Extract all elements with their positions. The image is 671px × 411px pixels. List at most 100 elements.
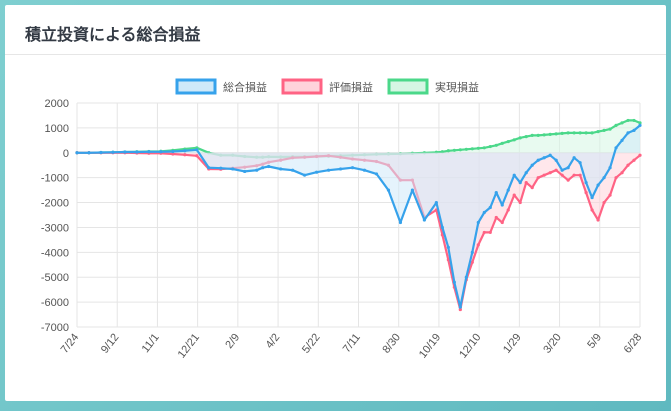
evaluation-profit-point [578,173,582,177]
x-tick-label: 2/9 [223,331,242,350]
total-profit-point [243,169,247,174]
total-profit-point [614,146,618,150]
total-profit-point [314,170,319,174]
realized-profit-point [476,146,480,150]
realized-profit-point [554,132,558,136]
card-title: 積立投資による総合損益 [25,25,201,44]
total-profit-point [488,205,492,210]
realized-profit-point [530,133,534,137]
total-profit-point [159,150,163,154]
total-profit-point [422,218,426,222]
evaluation-profit-point [572,173,576,177]
realized-profit-point [536,133,540,137]
total-profit-point [338,167,343,171]
total-profit-point [75,151,79,155]
y-tick-label: 2000 [45,98,69,110]
total-profit-point [638,123,642,127]
total-profit-point [255,168,259,172]
total-profit-point [362,168,367,172]
total-profit-legend-swatch [175,78,217,95]
evaluation-profit-point [584,191,588,195]
total-profit-point [542,156,546,160]
x-tick-label: 5/22 [300,331,323,355]
realized-profit-point [548,132,552,136]
total-profit-legend-label: 総合損益 [223,80,267,94]
total-profit-point [476,220,480,225]
total-profit-point [506,188,510,192]
total-profit-point [267,164,271,169]
evaluation-profit-point [482,230,486,235]
total-profit-point [410,188,415,192]
evaluation-profit-point [530,186,534,190]
evaluation-profit-point [602,200,606,205]
evaluation-profit-point [446,258,450,262]
evaluation-profit-point [494,215,498,220]
evaluation-profit-legend-label: 評価損益 [329,80,373,94]
realized-profit-point [506,139,510,144]
y-tick-label: -7000 [41,322,69,334]
total-profit-point [398,220,403,225]
y-tick-label: -3000 [41,222,69,234]
realized-profit-point [482,146,486,150]
legend: 総合損益 評価損益 実現損益 [175,78,479,95]
x-tick-label: 10/19 [417,331,443,360]
total-profit-point [512,173,516,177]
total-profit-point [279,167,283,171]
evaluation-profit-point [171,152,175,156]
realized-profit-point [524,135,528,139]
total-profit-point [111,150,115,154]
evaluation-profit-point [626,163,630,167]
evaluation-profit-point [542,173,546,177]
total-profit-point [231,167,235,171]
evaluation-profit-point [440,233,444,237]
total-profit-point [326,168,331,172]
realized-profit-legend-swatch [387,78,429,95]
total-profit-point [584,181,588,185]
evaluation-profit-point [458,307,462,312]
x-tick-label: 3/20 [541,331,564,355]
realized-profit-point [512,138,516,142]
y-tick-label: -1000 [41,173,69,185]
y-tick-label: -4000 [41,247,69,259]
realized-profit-point [440,150,444,154]
realized-profit-point [632,118,636,123]
x-tick-label: 6/28 [622,331,645,355]
evaluation-profit-point [614,176,618,180]
total-profit-point [350,166,355,170]
realized-profit-point [452,148,456,152]
total-profit-point [171,149,175,154]
realized-profit-point [494,143,498,147]
realized-profit-area [77,120,640,158]
total-profit-point [632,128,636,132]
y-tick-label: 0 [63,148,69,160]
total-profit-point [572,156,576,160]
total-profit-point [135,150,139,154]
total-profit-point [440,225,444,230]
realized-profit-point [560,131,564,135]
total-profit-area [77,125,640,308]
total-profit-point [566,166,570,170]
evaluation-profit-point [638,153,642,157]
evaluation-profit-point [566,178,570,182]
total-profit-point [207,166,211,170]
x-tick-label: 12/10 [457,331,483,360]
evaluation-profit-point [536,176,540,180]
realized-profit-point [584,131,588,135]
total-profit-point [590,195,594,200]
y-tick-label: -5000 [41,272,69,284]
realized-profit-point [572,131,576,135]
x-tick-label: 1/29 [501,331,524,355]
total-profit-point [261,166,265,170]
x-axis: 7/24 9/12 11/1 12/21 2/9 4/2 5/22 7/11 8/30 10/19… [59,331,645,360]
evaluation-profit-point [620,171,624,175]
total-profit-point [434,200,438,205]
total-profit-point [494,191,498,195]
evaluation-profit-point [524,181,528,185]
total-profit-point [386,188,391,192]
realized-profit-point [638,121,642,125]
total-profit-point [620,138,624,142]
y-tick-label: 1000 [45,123,69,135]
total-profit-point [602,176,606,180]
evaluation-profit-point [608,193,612,197]
x-tick-label: 11/1 [140,331,162,355]
